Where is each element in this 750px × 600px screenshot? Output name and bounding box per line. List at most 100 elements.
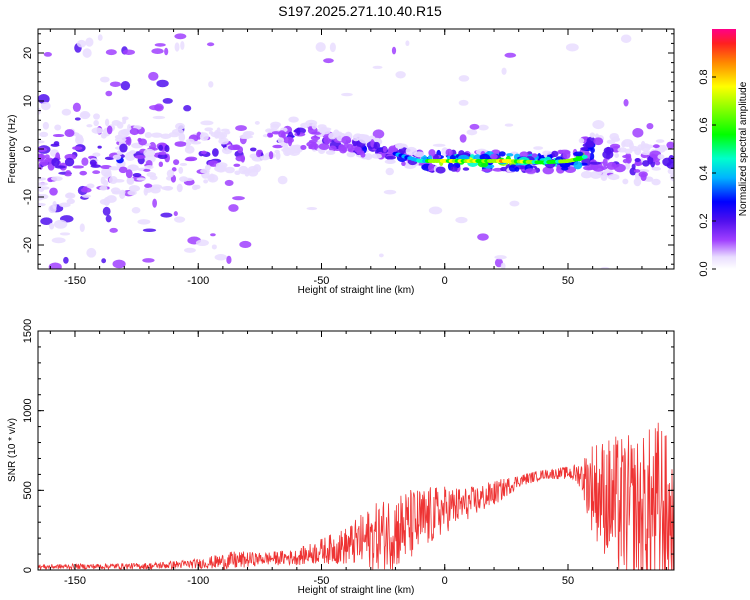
spectral-blob xyxy=(163,186,173,191)
spectral-blob xyxy=(38,202,46,207)
spectral-blob xyxy=(176,183,183,193)
spectral-blob xyxy=(323,58,334,64)
spectral-blob xyxy=(338,144,346,152)
spectral-blob xyxy=(385,167,394,176)
spectral-blob xyxy=(652,144,660,149)
spectral-blob xyxy=(174,33,187,40)
spectral-blob xyxy=(272,144,284,149)
spectral-blob xyxy=(85,37,94,47)
spectral-blob xyxy=(66,192,73,198)
colorbar-label: Normalized spectral amplitude xyxy=(738,81,749,216)
y-tick-label: 0 xyxy=(22,146,34,152)
spectral-blob xyxy=(105,195,117,203)
spectral-blob xyxy=(311,122,317,130)
spectral-blob xyxy=(494,255,507,260)
spectral-blob xyxy=(629,167,637,176)
spectral-blob xyxy=(388,145,398,153)
spectrogram-x-ticks: -150 -100 -50 0 50 xyxy=(49,29,668,287)
spectral-blob xyxy=(91,127,104,134)
x-tick-label: -150 xyxy=(64,575,86,587)
spectral-blob xyxy=(173,159,180,166)
spectral-blob xyxy=(573,151,584,157)
spectral-blob xyxy=(458,75,470,82)
spectral-blob xyxy=(228,204,239,212)
y-tick-label: 1000 xyxy=(22,398,34,422)
spectral-blob xyxy=(260,155,270,161)
spectral-blob xyxy=(93,113,100,120)
colorbar-tick-label: 0.0 xyxy=(698,261,710,276)
spectral-blob xyxy=(669,172,674,182)
spectral-blob xyxy=(80,187,92,193)
spectral-blob xyxy=(143,168,151,172)
spectral-blob xyxy=(93,119,99,127)
spectral-blob xyxy=(600,173,608,182)
spectral-blob xyxy=(100,167,112,177)
spectral-blob xyxy=(80,112,91,118)
spectral-blob xyxy=(274,149,280,154)
spectral-blob xyxy=(268,133,274,138)
spectral-blob xyxy=(134,155,146,159)
spectral-blob xyxy=(666,161,674,169)
spectral-blob xyxy=(638,171,648,178)
spectral-blob xyxy=(79,223,85,232)
spectral-blob xyxy=(168,131,180,138)
spectral-blob xyxy=(491,149,501,155)
spectral-blob xyxy=(268,151,274,160)
spectral-blob xyxy=(63,256,69,264)
spectral-blob xyxy=(86,247,97,258)
spectral-blob xyxy=(542,166,554,175)
spectral-blob xyxy=(120,81,131,91)
spectral-blob xyxy=(490,153,498,160)
spectral-blob xyxy=(435,166,446,174)
spectral-blob xyxy=(277,137,285,144)
spectral-blob xyxy=(50,176,63,182)
spectral-blob xyxy=(184,157,195,162)
spectral-blob xyxy=(61,108,72,116)
spectral-blob xyxy=(39,131,49,138)
snr-x-label: Height of straight line (km) xyxy=(298,585,415,596)
spectral-blob xyxy=(651,166,662,171)
spectral-blob xyxy=(343,142,349,149)
spectral-blob xyxy=(606,139,616,145)
spectral-blob xyxy=(300,144,307,150)
spectral-blob xyxy=(328,145,337,152)
spectral-blob xyxy=(121,116,129,121)
spectral-blob xyxy=(506,153,514,157)
spectral-blob xyxy=(315,42,326,52)
spectral-blob xyxy=(129,150,137,155)
spectral-blob xyxy=(325,150,336,155)
spectral-blob xyxy=(593,137,604,146)
spectral-blob xyxy=(477,124,489,131)
spectral-blob xyxy=(233,163,241,167)
colorbar-tick-label: 0.2 xyxy=(698,213,710,228)
spectral-blob xyxy=(372,65,383,69)
spectral-blob xyxy=(112,154,122,160)
spectral-blob xyxy=(144,189,152,193)
spectral-blob xyxy=(382,146,387,153)
spectral-blob xyxy=(178,132,186,142)
spectral-blob xyxy=(119,143,128,153)
spectral-blob xyxy=(125,169,133,179)
spectrogram-y-ticks: -20 -10 0 10 20 xyxy=(22,33,674,265)
spectral-blob xyxy=(328,132,337,140)
spectral-blob xyxy=(479,153,490,161)
spectral-blob xyxy=(247,168,259,177)
snr-line xyxy=(37,422,675,571)
spectral-blob xyxy=(59,202,71,208)
spectral-blob xyxy=(624,148,633,154)
spectral-blob xyxy=(89,159,97,166)
spectral-blob xyxy=(224,179,234,186)
spectral-blob xyxy=(543,150,548,158)
spectral-blob xyxy=(101,258,107,264)
spectral-blob xyxy=(173,211,178,217)
spectral-blob xyxy=(589,132,596,138)
spectral-blob xyxy=(49,222,55,230)
spectral-blob xyxy=(531,153,538,158)
spectral-blob xyxy=(244,169,250,177)
spectral-blob xyxy=(668,155,674,164)
spectral-blob xyxy=(373,141,381,150)
spectral-blob xyxy=(623,99,629,107)
spectral-blob xyxy=(586,166,596,170)
spectral-blob xyxy=(385,155,397,160)
